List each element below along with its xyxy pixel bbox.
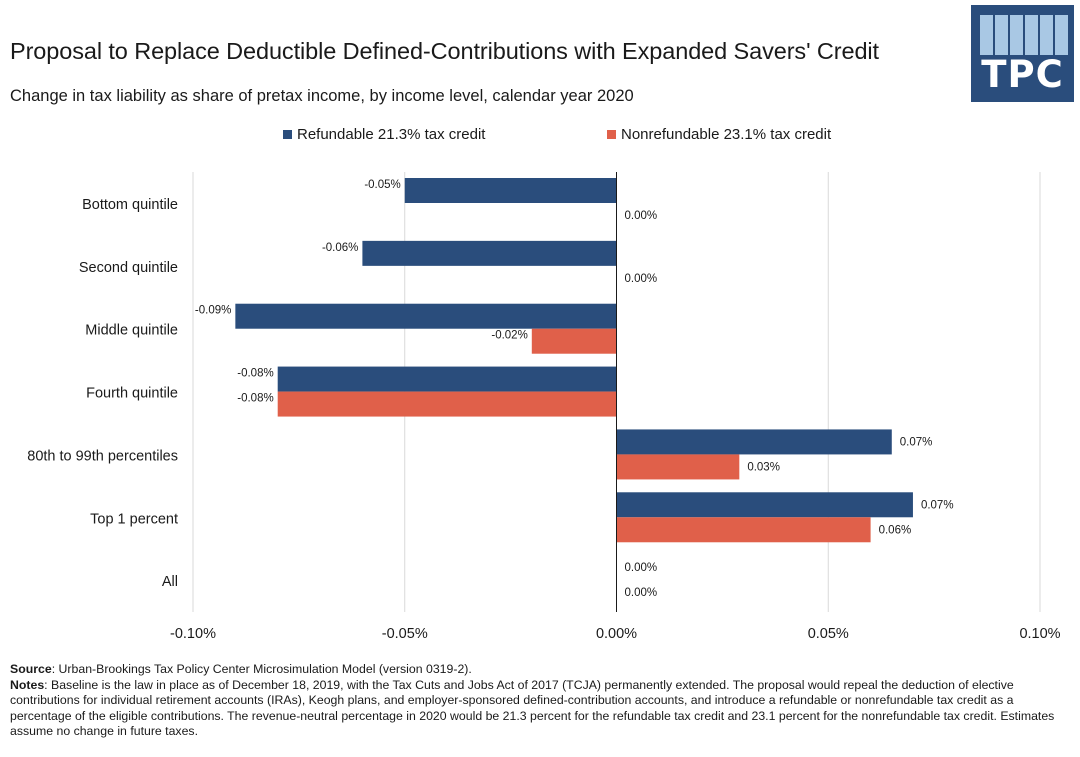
logo-cell: [1040, 15, 1053, 25]
legend-label-nonrefundable: Nonrefundable 23.1% tax credit: [621, 126, 832, 143]
logo-cell: [1025, 25, 1038, 35]
bar-chart: -0.05% -0.06% -0.09% -0.08% 0.07% 0.07% 0.00% 0…: [27, 172, 1061, 642]
logo-cell: [995, 25, 1008, 35]
legend-label-refundable: Refundable 21.3% tax credit: [297, 126, 486, 143]
bar-refundable: [616, 492, 913, 518]
data-label: 0.00%: [625, 562, 658, 574]
logo-text: TPC: [981, 53, 1064, 96]
bar-refundable: [235, 303, 617, 329]
category-label: All: [162, 574, 178, 590]
chart-footer: Source: Urban-Brookings Tax Policy Cente…: [10, 662, 1072, 740]
data-label: 0.00%: [625, 273, 658, 285]
bar-nonrefundable: [616, 454, 740, 480]
logo-cell: [1025, 15, 1038, 25]
x-tick-label: 0.05%: [808, 626, 849, 642]
category-label: Middle quintile: [85, 323, 178, 339]
data-label: -0.02%: [491, 330, 527, 342]
category-label: 80th to 99th percentiles: [27, 448, 178, 464]
category-label: Bottom quintile: [82, 197, 178, 213]
logo-cell: [1055, 45, 1068, 55]
bar-refundable: [277, 366, 617, 392]
logo-cell: [980, 25, 993, 35]
chart-title: Proposal to Replace Deductible Defined-C…: [10, 38, 879, 64]
bar-refundable: [616, 429, 892, 455]
logo-cell: [1055, 25, 1068, 35]
logo-cell: [980, 15, 993, 25]
notes: Notes: Baseline is the law in place as o…: [10, 677, 1055, 739]
logo-cell: [980, 35, 993, 45]
tpc-logo: TPC: [971, 5, 1074, 102]
x-tick-label: -0.10%: [170, 626, 216, 642]
data-label: 0.00%: [625, 210, 658, 222]
bar-nonrefundable: [616, 517, 871, 543]
data-label: 0.00%: [625, 587, 658, 599]
legend-swatch-nonrefundable: [607, 130, 616, 139]
logo-cell: [1010, 15, 1023, 25]
data-label: -0.06%: [322, 242, 358, 254]
source-note: Source: Urban-Brookings Tax Policy Cente…: [10, 662, 472, 676]
data-label: -0.08%: [237, 368, 273, 380]
data-label: 0.07%: [921, 499, 954, 511]
logo-cell: [1010, 25, 1023, 35]
x-tick-label: -0.05%: [382, 626, 428, 642]
logo-cell: [995, 45, 1008, 55]
data-label: -0.09%: [195, 305, 231, 317]
x-tick-label: 0.00%: [596, 626, 637, 642]
data-label: 0.06%: [879, 524, 912, 536]
logo-cell: [1040, 35, 1053, 45]
logo-cell: [1010, 35, 1023, 45]
bar-refundable: [404, 178, 617, 203]
logo-cell: [1025, 45, 1038, 55]
chart-subtitle: Change in tax liability as share of pret…: [10, 87, 634, 105]
category-label: Second quintile: [79, 260, 178, 276]
logo-cell: [1010, 45, 1023, 55]
logo-cell: [1055, 35, 1068, 45]
legend-swatch-refundable: [283, 130, 292, 139]
bar-nonrefundable: [277, 391, 617, 417]
legend-item-nonrefundable: Nonrefundable 23.1% tax credit: [607, 126, 831, 143]
data-label: -0.08%: [237, 393, 273, 405]
data-label: 0.07%: [900, 436, 933, 448]
logo-cell: [1040, 25, 1053, 35]
logo-cell: [1055, 15, 1068, 25]
category-label: Fourth quintile: [86, 386, 178, 402]
logo-cell: [995, 35, 1008, 45]
logo-cell: [1025, 35, 1038, 45]
logo-cell: [980, 45, 993, 55]
bar-refundable: [362, 240, 617, 266]
logo-cell: [1040, 45, 1053, 55]
category-label: Top 1 percent: [90, 511, 178, 527]
data-label: -0.05%: [364, 179, 400, 191]
bar-nonrefundable: [531, 328, 617, 354]
legend-item-refundable: Refundable 21.3% tax credit: [283, 126, 485, 143]
data-label: 0.03%: [747, 461, 780, 473]
logo-cell: [995, 15, 1008, 25]
x-tick-label: 0.10%: [1019, 626, 1060, 642]
